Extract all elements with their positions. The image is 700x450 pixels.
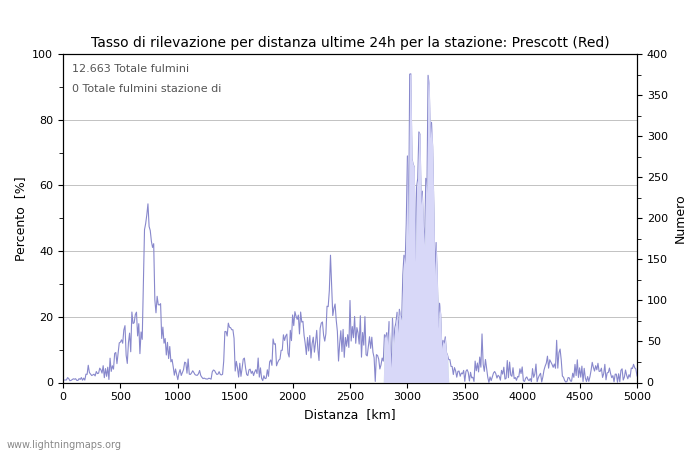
- Title: Tasso di rilevazione per distanza ultime 24h per la stazione: Prescott (Red): Tasso di rilevazione per distanza ultime…: [91, 36, 609, 50]
- X-axis label: Distanza  [km]: Distanza [km]: [304, 408, 395, 421]
- Y-axis label: Percento  [%]: Percento [%]: [14, 176, 27, 261]
- Y-axis label: Numero: Numero: [673, 194, 687, 243]
- Text: 0 Totale fulmini stazione di: 0 Totale fulmini stazione di: [71, 84, 221, 94]
- Text: www.lightningmaps.org: www.lightningmaps.org: [7, 440, 122, 450]
- Text: 12.663 Totale fulmini: 12.663 Totale fulmini: [71, 64, 189, 74]
